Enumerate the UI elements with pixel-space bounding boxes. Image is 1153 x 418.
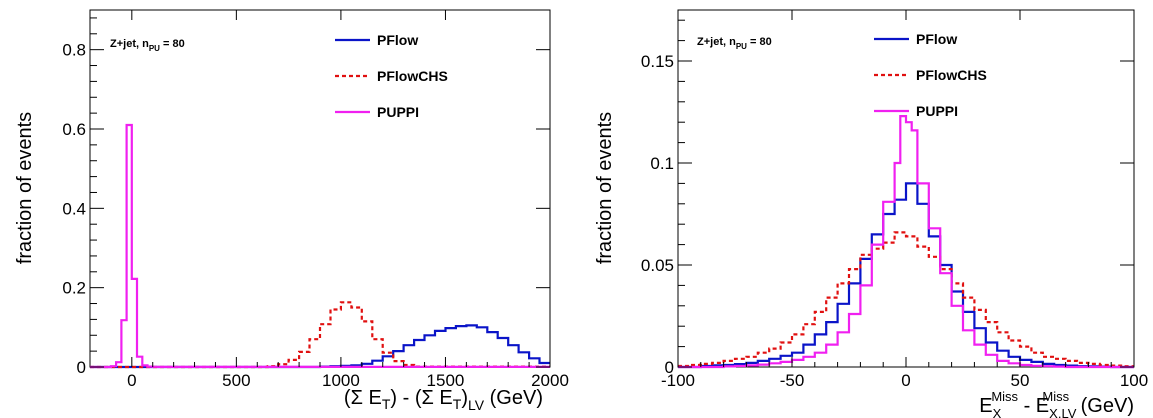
legend-label-pflow: PFlow <box>377 32 418 48</box>
annotation: Z+jet, nPU = 80 <box>110 38 185 53</box>
x-tick-label: -50 <box>780 371 805 390</box>
x-tick-label: 1500 <box>427 371 465 390</box>
y-tick-label: 0.4 <box>62 199 86 218</box>
axis-layer: 0 500 1000 1500 2000 0 0.2 0.4 0.6 0.8 <box>62 10 569 390</box>
y-tick-label: 0.8 <box>62 41 86 60</box>
series-pflowchs-line <box>678 231 1134 368</box>
legend-label-puppi: PUPPI <box>916 103 958 119</box>
series-pflow-line <box>678 182 1134 369</box>
y-axis-title: fraction of events <box>14 112 36 264</box>
y-tick-label: 0.05 <box>641 256 674 275</box>
x-tick-label: 2000 <box>531 371 569 390</box>
series-layer <box>90 123 550 369</box>
x-axis-title: (Σ ET) - (Σ ET)LV (GeV) <box>344 387 543 413</box>
x-tick-label: 0 <box>127 371 136 390</box>
x-tick-label: -100 <box>661 371 695 390</box>
x-tick-label: 1000 <box>322 371 360 390</box>
y-tick-label: 0.15 <box>641 52 674 71</box>
legend-label-puppi: PUPPI <box>377 104 419 120</box>
x-tick-label: 50 <box>1011 371 1030 390</box>
x-tick-label: 0 <box>901 371 910 390</box>
plot-frame <box>89 9 551 368</box>
x-axis-title: EXMiss - EX,LVMiss (GeV) <box>979 389 1134 418</box>
series-puppi-line <box>678 115 1134 369</box>
y-tick-label: 0.1 <box>650 154 674 173</box>
right-panel: -100 -50 0 50 100 0 0.05 0.1 0.15 fraction of ev… <box>594 9 1148 418</box>
series-pflowchs-line <box>90 301 550 369</box>
axis-layer: -100 -50 0 50 100 0 0.05 0.1 0.15 <box>641 10 1148 390</box>
legend-label-pflowchs: PFlowCHS <box>916 67 987 83</box>
x-tick-label: 100 <box>1120 371 1148 390</box>
legend: PFlow PFlowCHS PUPPI <box>874 31 987 119</box>
legend: PFlow PFlowCHS PUPPI <box>335 32 448 120</box>
series-pflow-line <box>90 324 550 369</box>
series-layer <box>678 115 1134 369</box>
y-tick-label: 0 <box>665 358 674 377</box>
y-tick-label: 0.6 <box>62 120 86 139</box>
y-axis-title: fraction of events <box>594 112 616 264</box>
y-tick-label: 0 <box>77 358 86 377</box>
y-tick-label: 0.2 <box>62 279 86 298</box>
x-tick-label: 500 <box>222 371 250 390</box>
legend-label-pflowchs: PFlowCHS <box>377 68 448 84</box>
annotation: Z+jet, nPU = 80 <box>697 36 772 51</box>
legend-label-pflow: PFlow <box>916 31 957 47</box>
left-panel: 0 500 1000 1500 2000 0 0.2 0.4 0.6 0.8 fraction o… <box>14 9 569 413</box>
